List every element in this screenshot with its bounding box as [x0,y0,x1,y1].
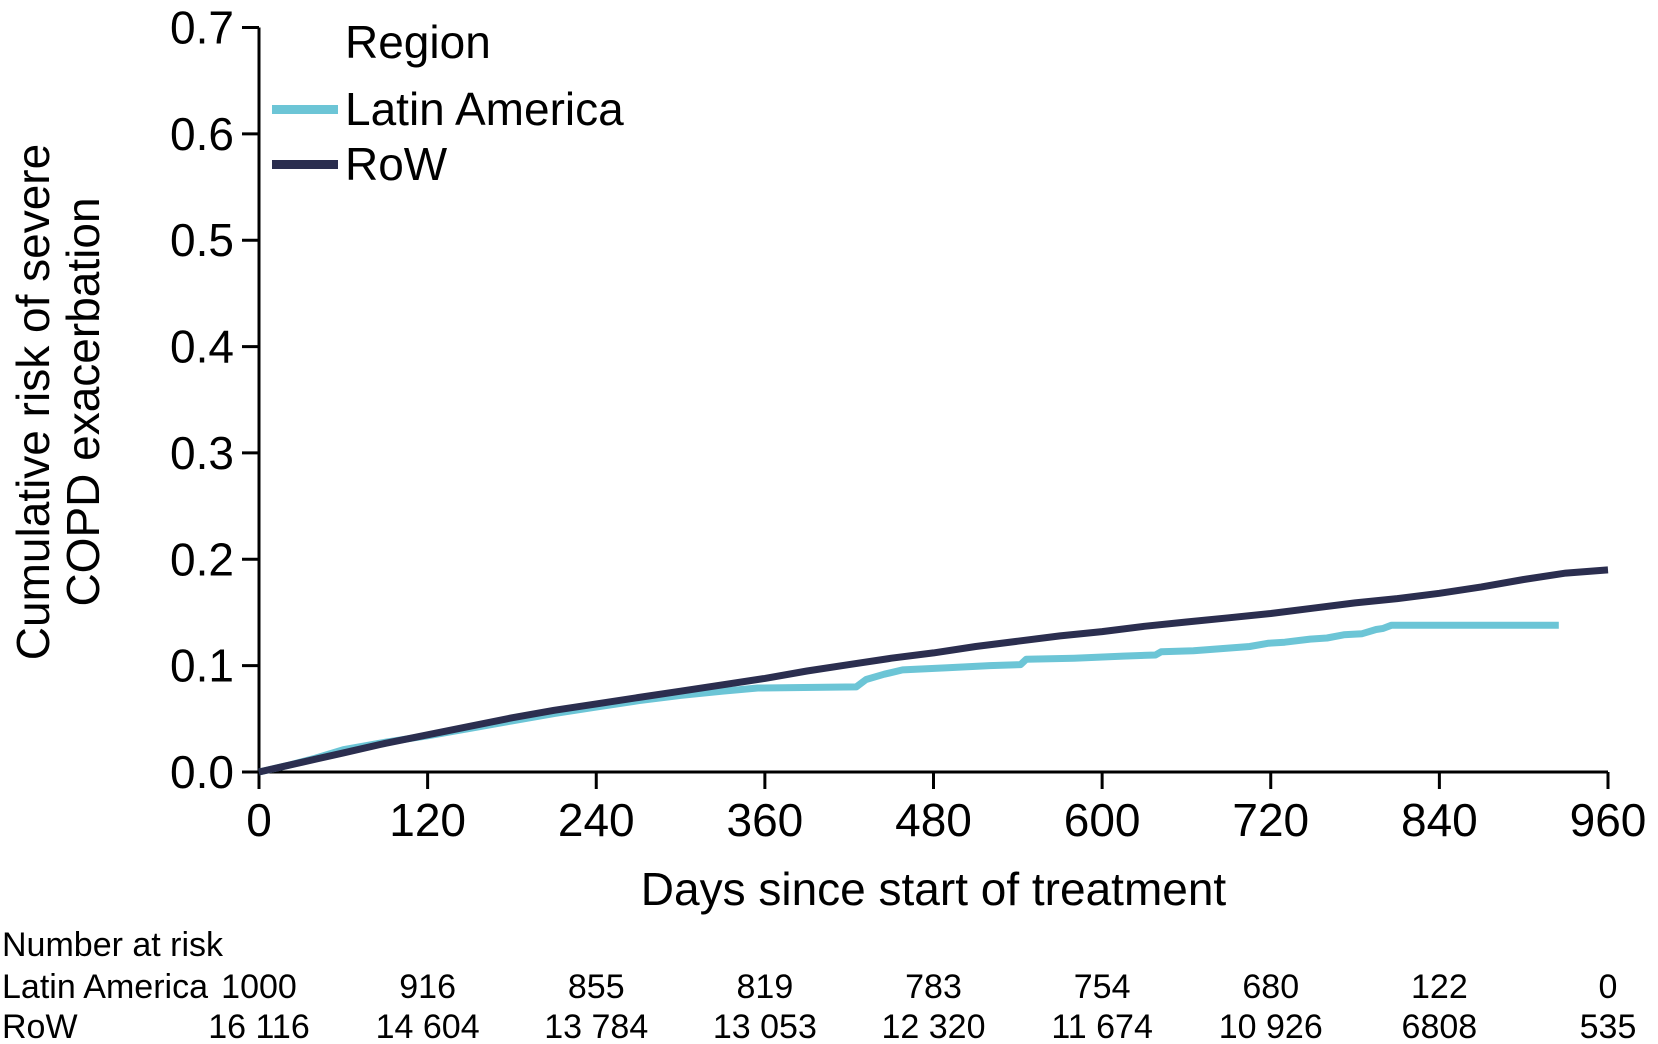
x-tick-label: 960 [1570,794,1647,846]
risk-value: 122 [1411,968,1468,1006]
y-tick-label: 0.5 [170,214,234,266]
x-tick-label: 360 [727,794,804,846]
risk-value: 819 [736,968,794,1006]
risk-value: 10 926 [1218,1008,1323,1044]
x-tick-label: 720 [1232,794,1309,846]
y-tick-label: 0.7 [170,2,234,54]
legend-item-latin-america: Latin America [272,82,624,137]
risk-value: 680 [1242,968,1300,1006]
risk-value: 855 [567,968,625,1006]
y-tick-label: 0.1 [170,640,234,692]
risk-value: 6808 [1401,1008,1478,1044]
latin-america-line-swatch [272,105,338,114]
series-line-row [258,566,1609,776]
risk-value: 0 [1598,968,1618,1006]
x-tick-label: 600 [1064,794,1141,846]
x-tick-label: 840 [1401,794,1478,846]
risk-value: 754 [1073,968,1131,1006]
risk-value: 1000 [221,968,297,1006]
risk-value: 12 320 [881,1008,986,1044]
legend-item-label: Latin America [345,83,624,135]
legend-item-row: RoW [272,137,624,192]
risk-value: 535 [1579,1008,1637,1044]
risk-table-title: Number at risk [2,926,224,964]
x-tick-label: 240 [558,794,635,846]
risk-value: 13 053 [712,1008,817,1044]
legend: Region Latin America RoW [272,16,624,192]
risk-row-label-row: RoW [2,1008,78,1044]
risk-value: 916 [399,968,456,1006]
series-line-latin-america [258,621,1559,776]
row-line-swatch [272,160,338,169]
risk-row-label-latin-america: Latin America [2,968,208,1006]
y-axis-title: Cumulative risk of severe COPD exacerbat… [7,143,109,661]
legend-item-label: RoW [345,138,448,190]
y-tick-label: 0.6 [170,108,234,160]
y-tick-label: 0.4 [170,321,234,373]
x-tick-label: 0 [246,794,272,846]
risk-value: 13 784 [544,1008,649,1044]
y-tick-label: 0.3 [170,427,234,479]
risk-value: 11 674 [1051,1008,1153,1044]
legend-title: Region [345,16,491,68]
risk-value: 16 116 [208,1008,310,1044]
y-tick-label: 0.0 [170,746,234,798]
y-tick-label: 0.2 [170,533,234,585]
risk-value: 14 604 [375,1008,480,1044]
risk-value: 783 [905,968,962,1006]
x-tick-label: 480 [895,794,972,846]
x-axis-title: Days since start of treatment [640,863,1227,915]
x-tick-label: 120 [389,794,466,846]
